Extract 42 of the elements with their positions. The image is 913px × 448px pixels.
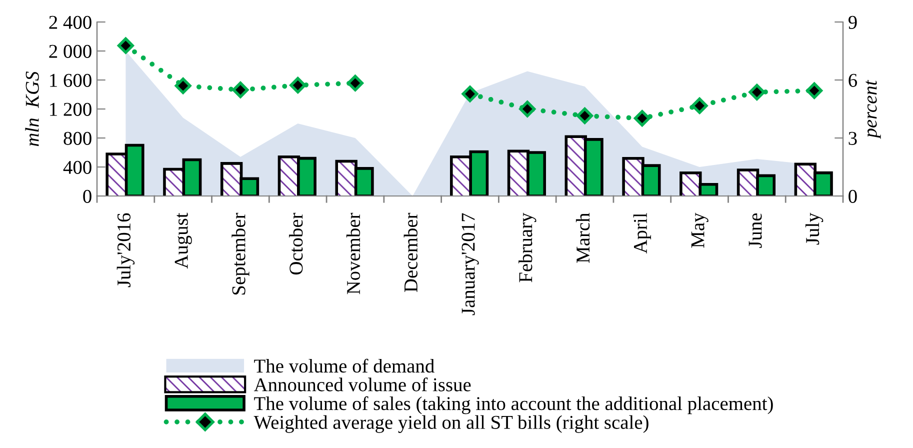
y-tick-label: 0 [83, 190, 92, 203]
y-tick-label: 2 400 [49, 16, 92, 29]
y-tick-label: 800 [64, 132, 92, 145]
point [576, 108, 594, 124]
point [748, 84, 766, 100]
point [691, 97, 708, 114]
y-tick-label: 400 [63, 160, 92, 174]
y2-tick-label: 9 [848, 16, 857, 29]
y-tick-label: 1 600 [50, 74, 92, 87]
y2-tick-label: 6 [848, 74, 858, 87]
point [117, 37, 134, 54]
point [519, 100, 536, 118]
x-tick-label: October [289, 212, 303, 274]
x-tick-label: December [404, 212, 418, 292]
x-tick-label: July'2016 [116, 213, 135, 288]
x-tick-label: January'2017 [462, 213, 479, 316]
point [174, 78, 192, 94]
legend-label: The volume of sales (taking into account the additional placement) [254, 396, 773, 414]
x-tick-label: April [633, 213, 651, 254]
x-tick-label: September [232, 212, 250, 295]
point [346, 74, 364, 92]
point [232, 82, 249, 98]
legend-label: The volume of demand [254, 358, 434, 373]
legend-label: Weighted average yield on all ST bills (right scale) [254, 415, 648, 433]
x-tick-label: June [748, 213, 762, 248]
x-tick-label: February [518, 212, 536, 282]
point [634, 110, 650, 127]
x-tick-label: November [346, 212, 360, 294]
x-tick-label: March [576, 212, 590, 263]
y2-tick-label: 0 [848, 190, 857, 203]
point [290, 76, 306, 94]
point [462, 86, 478, 102]
x-tick-label: July [805, 212, 824, 245]
y-tick-label: 2 000 [49, 44, 92, 58]
x-tick-label: August [174, 212, 192, 269]
legend-label: Announced volume of issue [254, 377, 471, 392]
y2-tick-label: 3 [848, 132, 857, 145]
x-tick-label: May [691, 212, 708, 248]
y-tick-label: 1 200 [50, 102, 92, 116]
y-axis-title: mln KGS [25, 72, 39, 146]
point [806, 82, 823, 99]
y2-axis-title: percent [866, 80, 881, 139]
